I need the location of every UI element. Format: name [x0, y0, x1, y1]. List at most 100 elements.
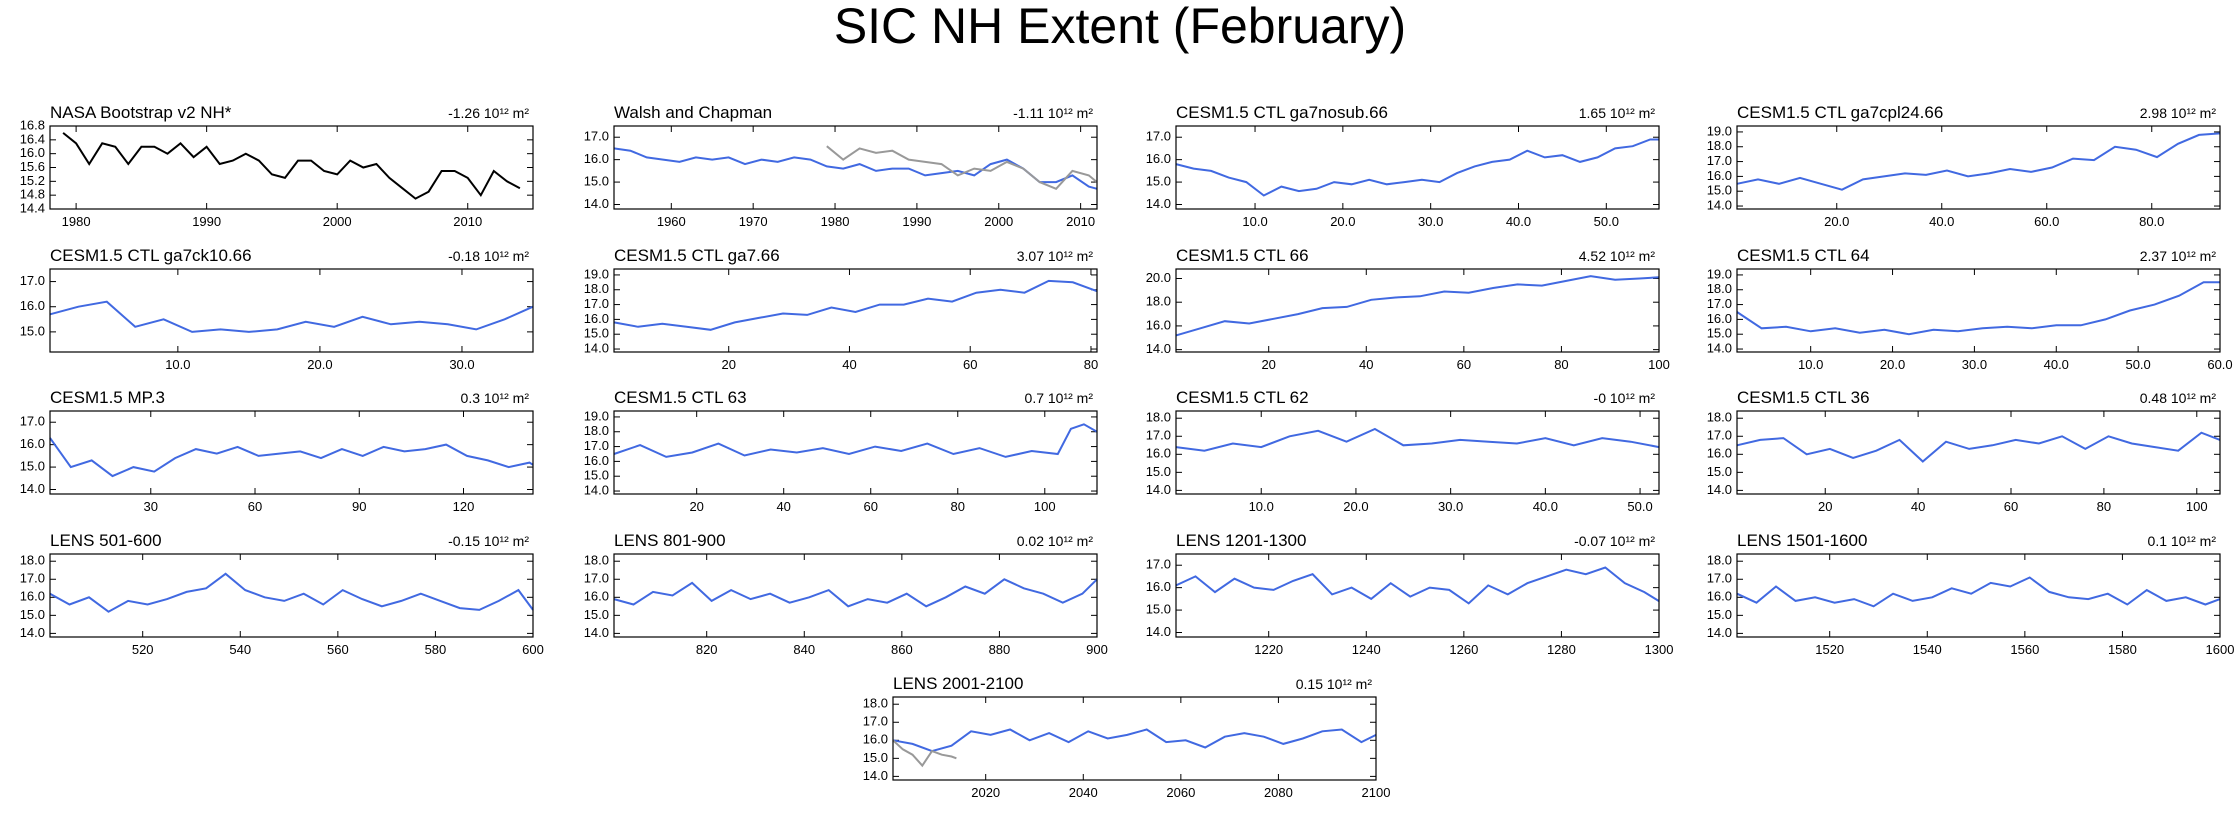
data-line [1736, 431, 2221, 463]
panel-title: LENS 1501-1600 [1737, 531, 1867, 550]
x-tick-label: 40.0 [1533, 499, 1558, 514]
trend-annotation: 0.7 10¹² m² [1025, 390, 1094, 406]
y-tick-label: 14.0 [20, 481, 45, 496]
x-tick-label: 30.0 [449, 357, 474, 372]
y-tick-label: 18.0 [20, 553, 45, 568]
x-tick-label: 540 [229, 642, 251, 657]
trend-annotation: -0.07 10¹² m² [1574, 533, 1655, 549]
x-tick-label: 2060 [1166, 785, 1195, 800]
x-tick-label: 1960 [657, 214, 686, 229]
x-tick-label: 1600 [2206, 642, 2235, 657]
y-tick-label: 19.0 [1707, 123, 1732, 138]
x-tick-label: 40.0 [2044, 357, 2069, 372]
data-line [613, 279, 1098, 331]
y-tick-label: 18.0 [584, 281, 609, 296]
panel-title: CESM1.5 CTL 66 [1176, 246, 1309, 265]
y-tick-label: 15.0 [584, 607, 609, 622]
trend-annotation: -0 10¹² m² [1594, 390, 1656, 406]
x-tick-label: 120 [453, 499, 475, 514]
data-line [62, 132, 521, 200]
x-tick-label: 100 [2186, 499, 2208, 514]
y-tick-label: 15.0 [584, 174, 609, 189]
y-tick-label: 17.0 [20, 414, 45, 429]
x-tick-label: 80 [1084, 357, 1098, 372]
x-tick-label: 40.0 [1506, 214, 1531, 229]
y-tick-label: 16.0 [1146, 317, 1171, 332]
data-line [892, 739, 957, 768]
trend-annotation: 1.65 10¹² m² [1579, 105, 1656, 121]
trend-annotation: -0.18 10¹² m² [448, 248, 529, 264]
trend-annotation: 4.52 10¹² m² [1579, 248, 1656, 264]
x-tick-label: 20 [689, 499, 703, 514]
plot-frame [1175, 553, 1660, 638]
x-tick-label: 600 [522, 642, 544, 657]
y-tick-label: 17.0 [584, 129, 609, 144]
x-tick-label: 50.0 [2125, 357, 2150, 372]
panel: LENS 2001-2100 0.15 10¹² m² 14.0 15.0 16.0 17… [863, 674, 1391, 800]
x-tick-label: 2000 [323, 214, 352, 229]
y-tick-label: 16.0 [584, 453, 609, 468]
y-tick-label: 14.0 [584, 196, 609, 211]
trend-annotation: 0.3 10¹² m² [461, 390, 530, 406]
panel: CESM1.5 CTL 63 0.7 10¹² m² 14.015.016.017.… [584, 388, 1098, 514]
plot-frame [1736, 125, 2221, 210]
panel: Walsh and Chapman -1.11 10¹² m² 14.0 15.0 16… [584, 103, 1098, 229]
panel: CESM1.5 CTL ga7cpl24.66 2.98 10¹² m²14.01… [1707, 103, 2221, 229]
y-tick-label: 15.0 [1146, 174, 1171, 189]
y-tick-label: 16.0 [1707, 168, 1732, 183]
y-tick-label: 17.0 [1707, 571, 1732, 586]
panel-title: CESM1.5 CTL 64 [1737, 246, 1870, 265]
x-tick-label: 1980 [62, 214, 91, 229]
y-tick-label: 17.0 [863, 714, 888, 729]
y-tick-label: 14.0 [1146, 624, 1171, 639]
x-tick-label: 60.0 [2207, 357, 2232, 372]
y-tick-label: 15.0 [1707, 183, 1732, 198]
y-tick-label: 14.0 [1146, 196, 1171, 211]
y-tick-label: 14.0 [1707, 197, 1732, 212]
x-tick-label: 60 [248, 499, 262, 514]
y-tick-label: 17.0 [20, 273, 45, 288]
y-tick-label: 17.0 [1707, 296, 1732, 311]
data-line [1736, 576, 2221, 608]
panel: NASA Bootstrap v2 NH* -1.26 10¹² m² 14.414… [20, 103, 534, 229]
x-tick-label: 50.0 [1627, 499, 1652, 514]
y-tick-label: 18.0 [1707, 410, 1732, 425]
x-tick-label: 1540 [1913, 642, 1942, 657]
y-tick-label: 16.0 [20, 436, 45, 451]
x-tick-label: 60 [963, 357, 977, 372]
y-tick-label: 14.0 [1146, 482, 1171, 497]
panel: LENS 501-600 -0.15 10¹² m² 14.0 15.0 16.0 17.… [20, 531, 544, 657]
y-tick-label: 17.0 [584, 571, 609, 586]
plot-frame [892, 696, 1377, 781]
x-tick-label: 80 [2097, 499, 2111, 514]
panel-title: CESM1.5 CTL ga7.66 [614, 246, 780, 265]
y-tick-label: 18.0 [863, 696, 888, 711]
data-line [826, 145, 1098, 190]
panel-title: CESM1.5 MP.3 [50, 388, 165, 407]
x-tick-label: 20.0 [1330, 214, 1355, 229]
y-tick-label: 17.0 [1707, 153, 1732, 168]
y-tick-label: 18.0 [1707, 138, 1732, 153]
x-tick-label: 20 [721, 357, 735, 372]
y-tick-label: 14.0 [1707, 625, 1732, 640]
y-tick-label: 17.0 [1146, 557, 1171, 572]
y-tick-label: 20.0 [1146, 270, 1171, 285]
y-tick-label: 17.0 [584, 438, 609, 453]
x-tick-label: 840 [793, 642, 815, 657]
x-tick-label: 860 [891, 642, 913, 657]
x-tick-label: 10.0 [1249, 499, 1274, 514]
y-tick-label: 15.0 [20, 323, 45, 338]
y-tick-label: 17.0 [1146, 129, 1171, 144]
y-tick-label: 14.0 [20, 625, 45, 640]
trend-annotation: -1.11 10¹² m² [1013, 105, 1093, 121]
panel: CESM1.5 CTL ga7nosub.66 1.65 10¹² m² 14.0 1… [1146, 103, 1660, 229]
y-tick-label: 16.0 [1707, 311, 1732, 326]
x-tick-label: 30.0 [1418, 214, 1443, 229]
data-line [613, 578, 1098, 608]
x-tick-label: 20.0 [1824, 214, 1849, 229]
x-tick-label: 560 [327, 642, 349, 657]
x-tick-label: 90 [352, 499, 366, 514]
y-tick-label: 15.0 [1707, 464, 1732, 479]
y-tick-label: 16.0 [1146, 446, 1171, 461]
data-line [49, 572, 534, 613]
